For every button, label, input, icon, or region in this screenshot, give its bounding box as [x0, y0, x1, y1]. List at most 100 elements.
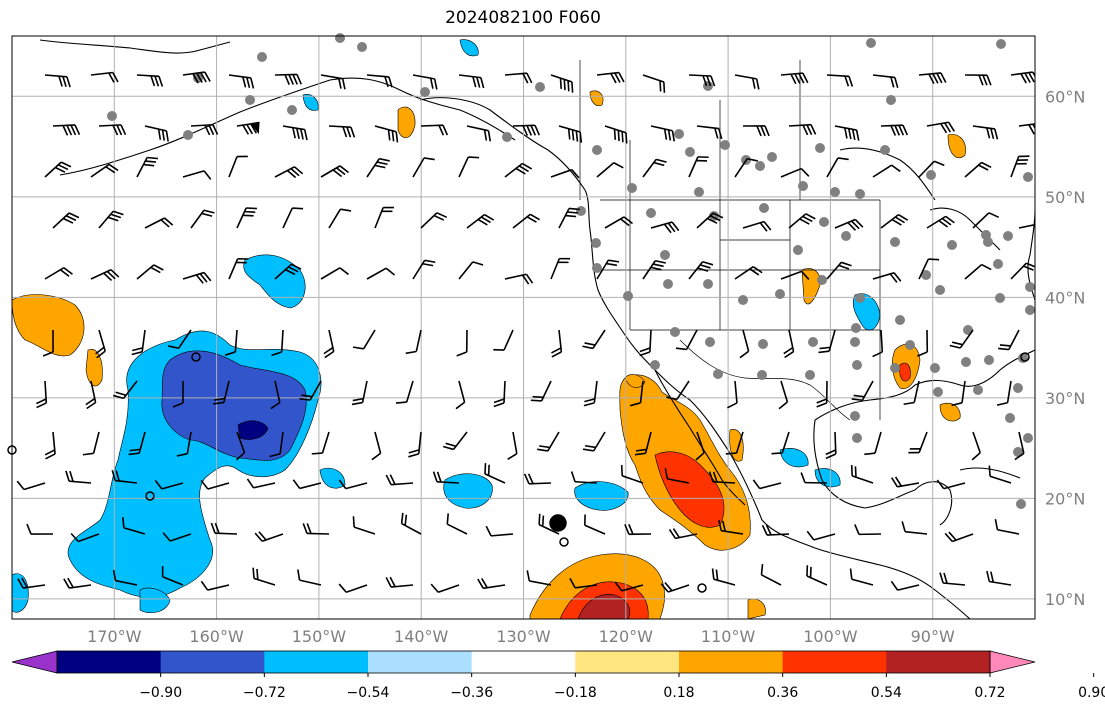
wind-barb [466, 213, 495, 229]
colorbar-segment [575, 651, 680, 673]
wind-barb [872, 329, 884, 358]
colorbar-segment [679, 651, 784, 673]
wind-barb [901, 521, 928, 535]
wind-barb [926, 215, 955, 229]
wind-barb [252, 567, 276, 586]
wind-barb [17, 577, 46, 589]
wind-barb [328, 125, 356, 138]
map-frame [11, 35, 1036, 620]
wind-barb [986, 570, 1012, 586]
wind-barb [849, 568, 874, 586]
wind-barb [16, 480, 46, 491]
wind-barb [136, 264, 164, 280]
wind-barb [200, 580, 230, 591]
markers [7, 352, 1030, 593]
wind-barb [688, 74, 716, 87]
colorbar-tick-label: 0.18 [663, 685, 694, 701]
wind-barb [210, 522, 238, 535]
wind-barb [872, 272, 902, 283]
colorbar-extend-high [989, 650, 1036, 674]
map-title: 2024082100 F060 [445, 8, 601, 28]
wind-barb [154, 479, 184, 490]
wind-barb [270, 380, 281, 410]
wind-barb [292, 479, 322, 490]
wind-barb [338, 583, 368, 593]
wind-barb [718, 520, 744, 535]
wind-barb [320, 165, 349, 178]
wind-barb [851, 380, 874, 402]
wind-barb [131, 329, 146, 356]
wind-barb [620, 465, 644, 484]
colorbar-tick-label: −0.54 [347, 685, 390, 701]
wind-barb [176, 431, 192, 457]
wind-barb [371, 431, 382, 461]
wind-barb [936, 479, 966, 490]
wind-barb [826, 74, 854, 87]
wind-barb [708, 471, 736, 484]
wind-barb [918, 160, 945, 178]
colorbar-segment [471, 651, 576, 673]
wind-barb [162, 532, 192, 542]
lon-label: 100°W [803, 627, 858, 646]
wind-barb [780, 167, 810, 178]
wind-barb [412, 74, 438, 90]
wind-barb [274, 263, 302, 280]
wind-barb [190, 123, 219, 136]
wind-barb [374, 125, 399, 143]
wind-barb [512, 124, 541, 136]
wind-barb [826, 261, 852, 280]
wind-barb [639, 329, 652, 357]
wind-barb [320, 74, 346, 90]
wind-barb [405, 329, 422, 355]
wind-barb [235, 431, 246, 461]
wind-barb [908, 431, 928, 454]
wind-barb [44, 431, 56, 460]
wind-barb [98, 210, 124, 229]
wind-barb [224, 329, 238, 356]
lat-label: 60°N [1045, 87, 1085, 106]
positive-anomaly-region [12, 294, 85, 357]
wind-barb [311, 431, 330, 455]
wind-barb [172, 380, 184, 408]
colorbar-tick-label: −0.18 [554, 685, 597, 701]
wind-barb [493, 329, 514, 351]
wind-barb [734, 266, 763, 280]
wind-barb [366, 157, 390, 178]
wind-barb [458, 156, 480, 178]
wind-barb [44, 161, 72, 178]
wind-barb [558, 207, 580, 229]
lon-label: 110°W [701, 627, 756, 646]
wind-barb [780, 270, 810, 280]
wind-barb [190, 209, 215, 229]
wind-barb [582, 431, 606, 452]
colorbar-tick-label: −0.90 [139, 685, 182, 701]
wind-barb [739, 329, 750, 359]
wind-barb [385, 576, 414, 588]
wind-barb [512, 213, 540, 229]
wind-barb [1014, 431, 1025, 461]
wind-barb [825, 431, 837, 460]
lon-label: 160°W [189, 627, 244, 646]
wind-barb [1010, 155, 1030, 178]
wind-barb [788, 123, 817, 136]
wind-barb [52, 124, 81, 136]
wind-barb [236, 121, 260, 135]
wind-barb [918, 72, 947, 85]
wind-barb [182, 271, 212, 284]
colorbar-segment [160, 651, 265, 673]
wind-barb [726, 380, 738, 409]
wind-barb [70, 532, 100, 543]
wind-barb [351, 380, 368, 406]
wind-barb [880, 124, 909, 136]
wind-barb [988, 465, 1012, 484]
wind-barb [550, 257, 571, 280]
wind-barb [182, 71, 211, 84]
lat-label: 40°N [1045, 288, 1085, 307]
wind-barb [1018, 122, 1035, 135]
lon-label: 170°W [87, 627, 142, 646]
wind-barb [302, 523, 330, 535]
wind-barb [752, 479, 782, 490]
wind-barb [526, 570, 552, 586]
wind-barb [112, 569, 138, 586]
colorbar-tick-label: 0.36 [767, 685, 798, 701]
